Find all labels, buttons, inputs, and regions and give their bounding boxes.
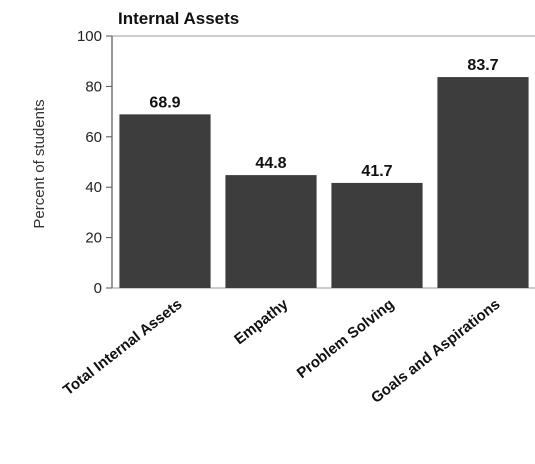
bar-value-label: 44.8	[255, 155, 286, 172]
bar	[119, 114, 211, 288]
bar-value-label: 68.9	[149, 94, 180, 111]
x-category-label: Total Internal Assets	[60, 296, 185, 399]
x-category-label: Problem Solving	[294, 296, 398, 382]
bar-value-label: 41.7	[361, 163, 392, 180]
plot-area	[111, 35, 535, 289]
chart-title: Internal Assets	[118, 9, 239, 28]
x-category-label: Empathy	[231, 295, 292, 348]
bar	[437, 77, 529, 289]
y-tick-label: 40	[85, 179, 102, 196]
bar	[225, 175, 317, 288]
bars	[119, 77, 529, 289]
y-tick-label: 0	[94, 280, 102, 297]
bar-value-label: 83.7	[467, 57, 498, 74]
y-tick-label: 80	[85, 78, 102, 95]
y-axis-label: Percent of students	[31, 99, 48, 228]
value-labels: 68.9 44.8 41.7 83.7	[149, 57, 498, 180]
y-tick-label: 20	[85, 230, 102, 247]
y-tick-label: 100	[77, 28, 102, 45]
y-tick-label: 60	[85, 129, 102, 146]
y-axis: 0 20 40 60 80 100	[77, 28, 112, 297]
x-axis-labels: Total Internal Assets Empathy Problem Solv…	[60, 295, 503, 406]
bar	[331, 182, 423, 288]
